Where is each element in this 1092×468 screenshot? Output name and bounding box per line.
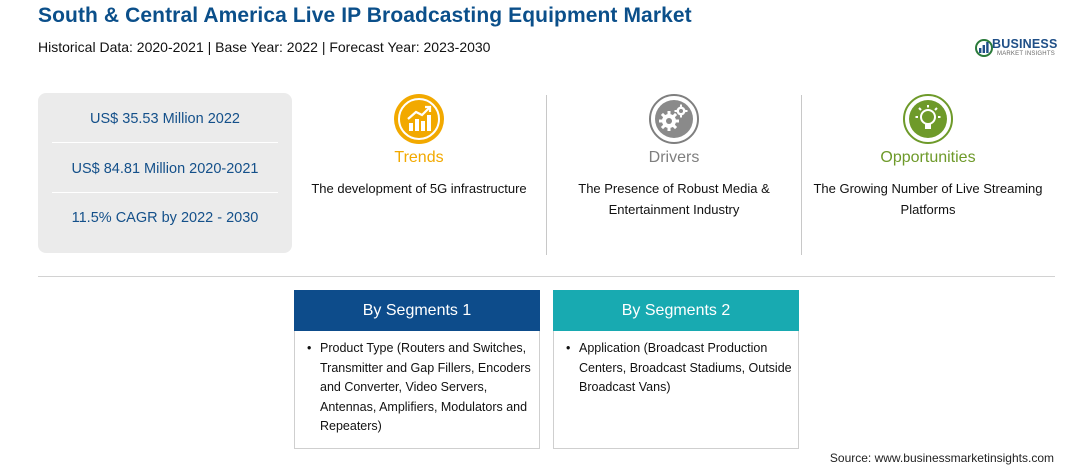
segment-1-list: • Product Type (Routers and Switches, Tr… [307, 339, 535, 437]
logo-wordmark: BUSINESS [992, 37, 1058, 51]
page-title: South & Central America Live IP Broadcas… [38, 4, 692, 27]
trends-title: Trends [394, 149, 444, 166]
logo-tagline: MARKET INSIGHTS [997, 51, 1055, 57]
segment-1-header: By Segments 1 [294, 290, 540, 331]
market-value-2022: US$ 35.53 Million 2022 [90, 111, 240, 127]
drivers-text: The Presence of Robust Media & Entertain… [578, 181, 770, 217]
source-note: Source: www.businessmarketinsights.com [829, 451, 1054, 465]
drivers-title: Drivers [648, 149, 700, 166]
segment-2-list: • Application (Broadcast Production Cent… [566, 339, 794, 398]
market-stats-panel: US$ 35.53 Million 2022 US$ 84.81 Million… [38, 93, 292, 253]
opportunities-column: Opportunities The Growing Number of Live… [803, 92, 1053, 254]
globe-logo-icon [975, 39, 993, 57]
stat-divider [52, 142, 278, 143]
stat-divider [52, 192, 278, 193]
business-market-insights-logo: BUSINESS MARKET INSIGHTS [975, 36, 1065, 60]
cagr-value: 11.5% CAGR by 2022 - 2030 [71, 210, 259, 226]
bullet-icon: • [566, 341, 571, 355]
page-subtitle: Historical Data: 2020-2021 | Base Year: … [38, 39, 491, 55]
trends-chart-icon [394, 94, 444, 144]
market-value-historical: US$ 84.81 Million 2020-2021 [71, 161, 259, 177]
drivers-column: Drivers The Presence of Robust Media & E… [549, 92, 799, 254]
section-divider [38, 276, 1055, 277]
segment-2-box: By Segments 2 • Application (Broadcast P… [553, 290, 799, 449]
opportunities-title: Opportunities [880, 149, 976, 166]
segment-1-item: Product Type (Routers and Switches, Tran… [320, 341, 531, 433]
opportunities-lightbulb-icon [903, 94, 953, 144]
trends-column: Trends The development of 5G infrastruct… [294, 92, 544, 254]
bullet-icon: • [307, 341, 312, 355]
opportunities-text: The Growing Number of Live Streaming Pla… [813, 181, 1043, 217]
column-divider [546, 95, 547, 255]
trends-text: The development of 5G infrastructure [311, 181, 527, 196]
segment-2-header: By Segments 2 [553, 290, 799, 331]
drivers-gears-icon [649, 94, 699, 144]
column-divider [801, 95, 802, 255]
segment-1-box: By Segments 1 • Product Type (Routers an… [294, 290, 540, 449]
segment-2-item: Application (Broadcast Production Center… [579, 341, 792, 394]
